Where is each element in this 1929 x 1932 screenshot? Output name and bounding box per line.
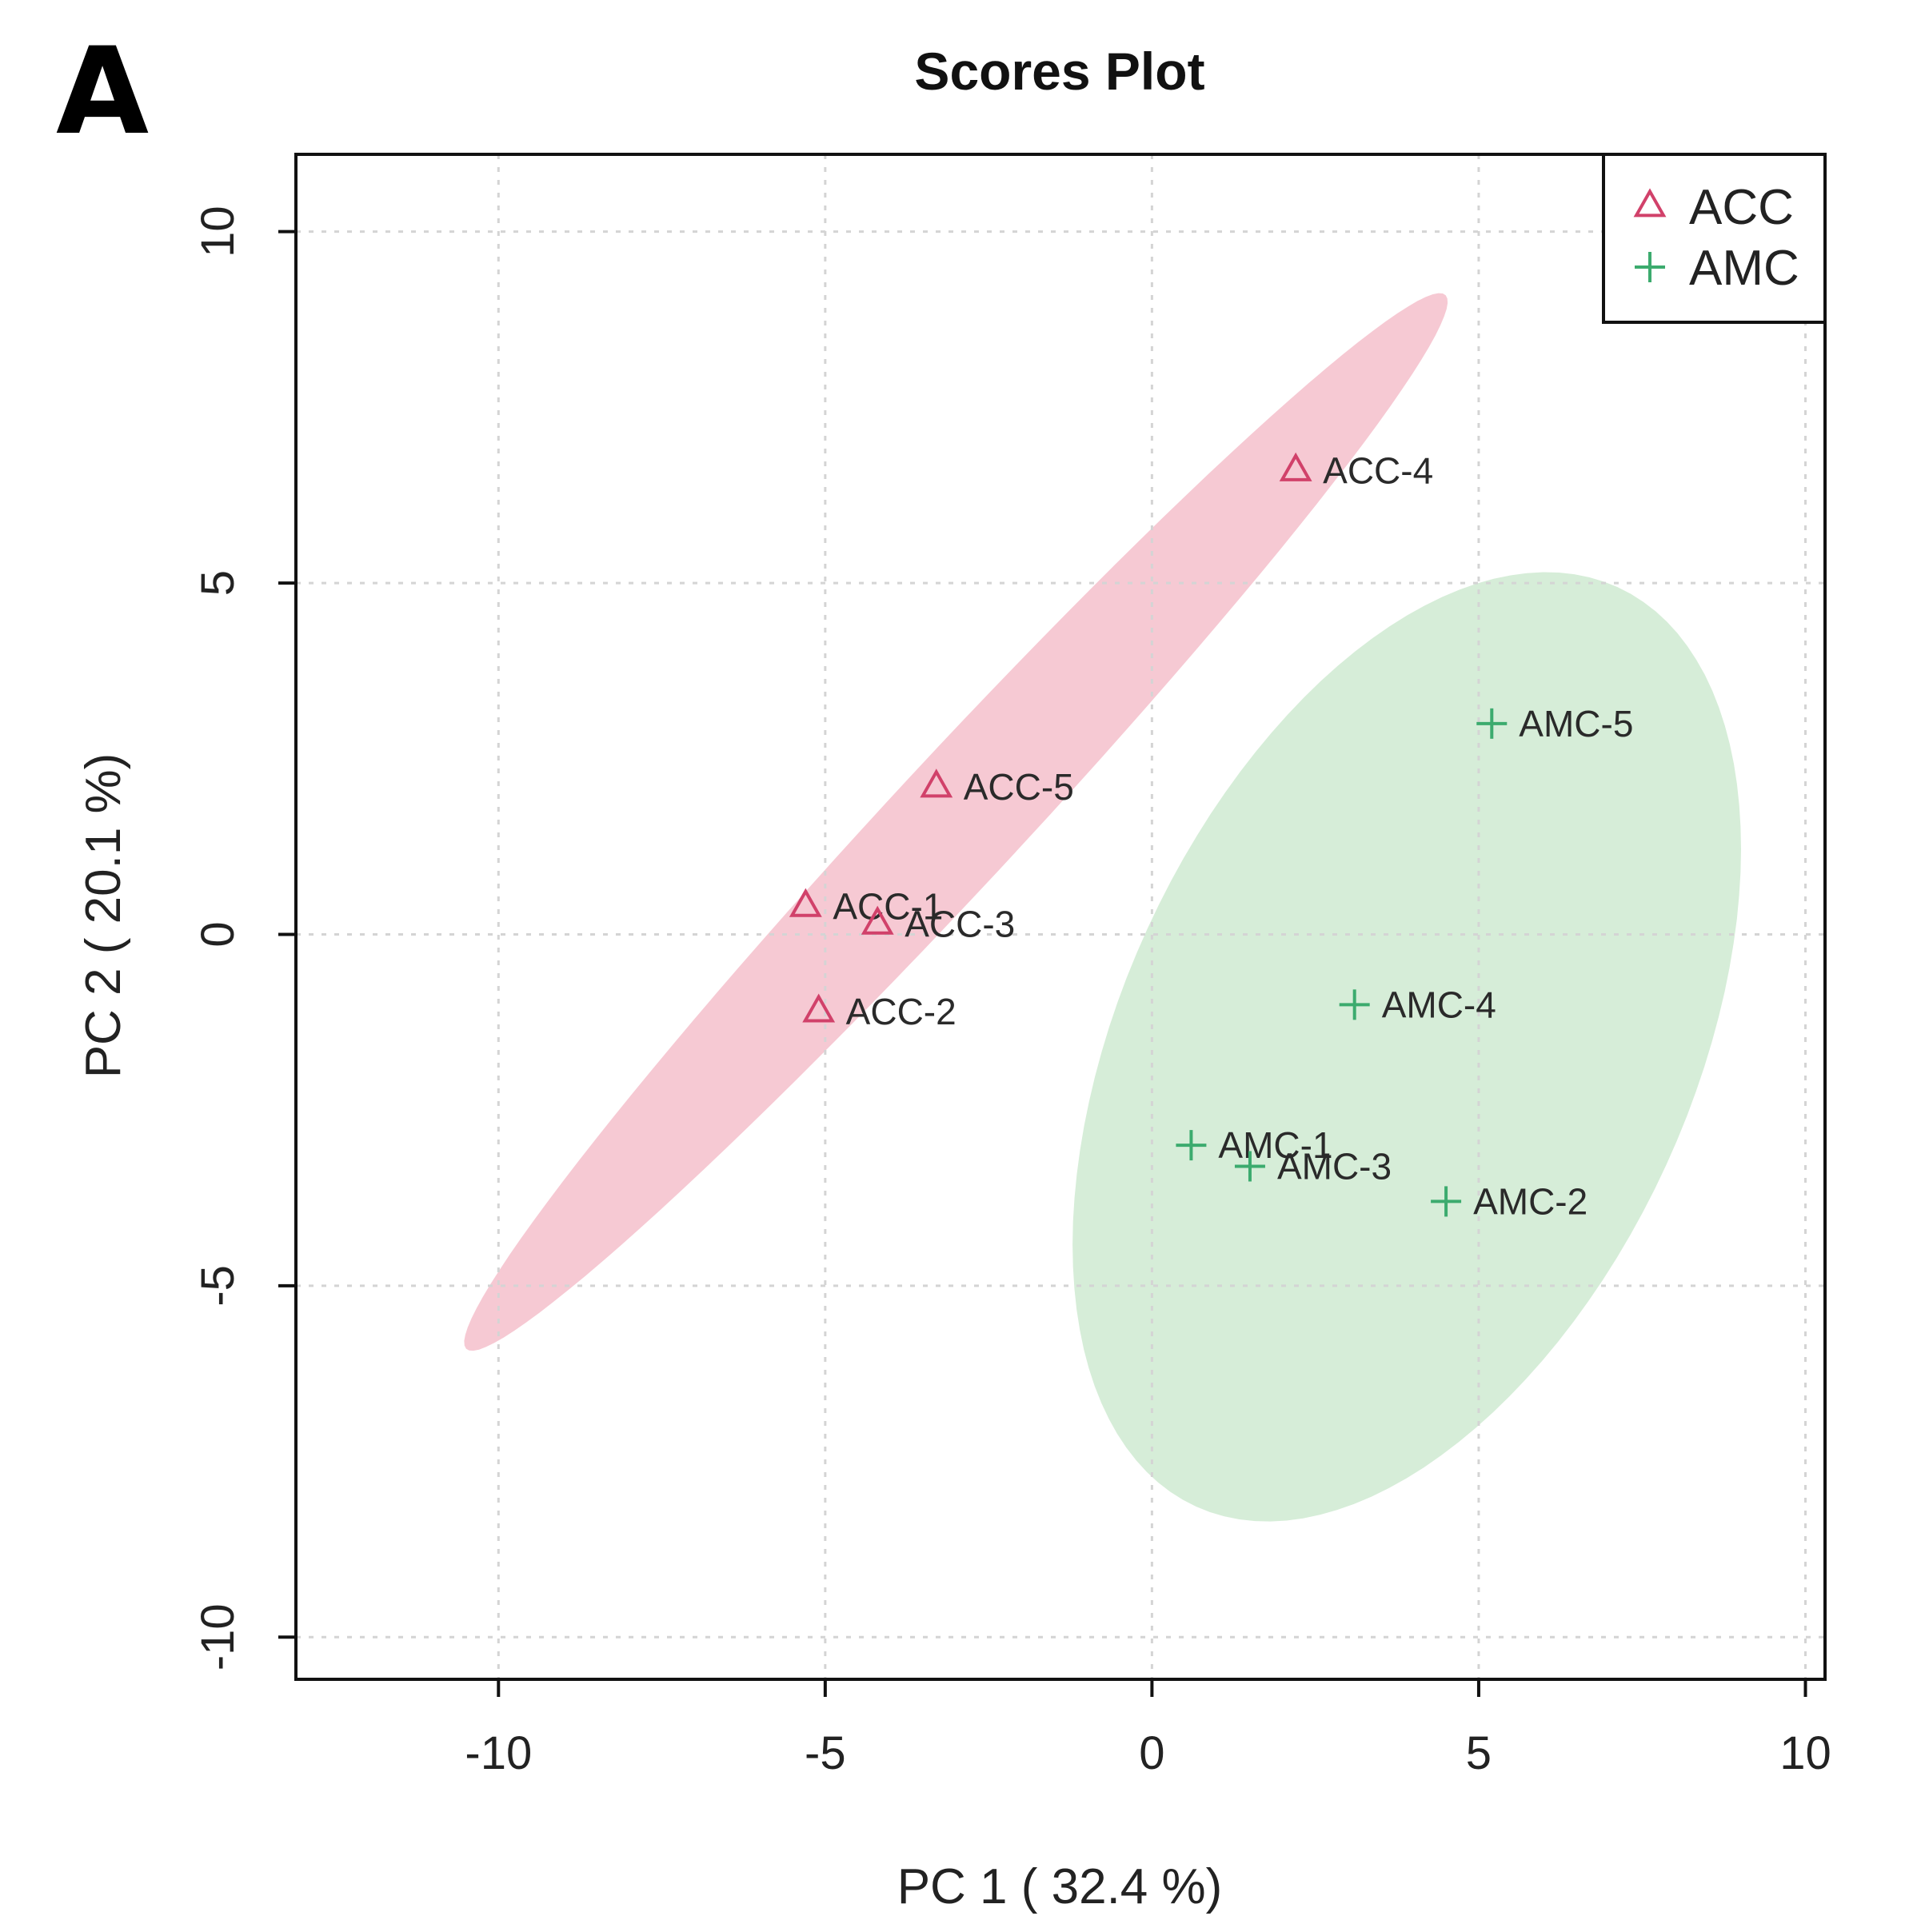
point-amc-2 (1431, 1186, 1462, 1217)
ellipse-acc (464, 293, 1448, 1351)
point-label-amc-4: AMC-4 (1382, 984, 1496, 1025)
ellipse-amc (1072, 572, 1741, 1522)
point-amc-4 (1339, 989, 1370, 1020)
point-amc-5 (1476, 708, 1508, 739)
point-acc-1 (789, 888, 822, 917)
point-label-amc-1: AMC-1 (1218, 1124, 1332, 1166)
panel-label: A (56, 22, 150, 162)
point-label-acc-2: ACC-2 (846, 991, 957, 1032)
grid-lines (296, 154, 1825, 1679)
point-acc-5 (920, 768, 953, 798)
y-tick-label: 5 (192, 570, 244, 596)
x-axis-label: PC 1 ( 32.4 %) (897, 1859, 1223, 1914)
legend-label-amc: AMC (1689, 241, 1799, 296)
plot-frame (294, 153, 1827, 1681)
legend: ACC AMC (1602, 153, 1827, 324)
point-acc-2 (802, 993, 836, 1023)
point-label-amc-3: AMC-3 (1277, 1145, 1392, 1187)
legend-marker-amc (1635, 252, 1665, 282)
point-amc-3 (1234, 1151, 1265, 1182)
chart-title: Scores Plot (914, 42, 1204, 101)
confidence-ellipses (464, 293, 1741, 1522)
y-tick-label: -10 (192, 1603, 244, 1671)
y-tick-label: 10 (192, 206, 244, 257)
point-acc-4 (1279, 452, 1312, 481)
y-tick-label: 0 (192, 921, 244, 947)
axes: -10 -5 0 5 10 -10 -5 0 5 10 (192, 153, 1831, 1779)
legend-box (1602, 153, 1827, 324)
x-tick-label: 0 (1139, 1727, 1164, 1779)
legend-marker-acc (1633, 188, 1667, 218)
point-label-acc-1: ACC-1 (833, 885, 943, 927)
x-tick-label: 10 (1779, 1727, 1831, 1779)
y-tick-label: -5 (192, 1265, 244, 1307)
x-tick-label: -10 (465, 1727, 532, 1779)
legend-label-acc: ACC (1689, 180, 1794, 235)
point-label-amc-2: AMC-2 (1473, 1180, 1588, 1222)
point-label-acc-3: ACC-3 (905, 903, 1015, 944)
point-acc-3 (861, 905, 894, 935)
point-label-acc-5: ACC-5 (964, 766, 1074, 808)
x-tick-label: -5 (805, 1727, 846, 1779)
y-axis-label: PC 2 ( 20.1 %) (76, 753, 131, 1079)
point-label-amc-5: AMC-5 (1519, 703, 1633, 744)
x-tick-label: 5 (1466, 1727, 1492, 1779)
data-points: ACC-1 ACC-2 ACC-3 ACC-4 ACC-5 AMC-1 AMC-2 AMC-3… (789, 449, 1633, 1222)
point-label-acc-4: ACC-4 (1323, 449, 1433, 491)
point-amc-1 (1176, 1130, 1207, 1161)
